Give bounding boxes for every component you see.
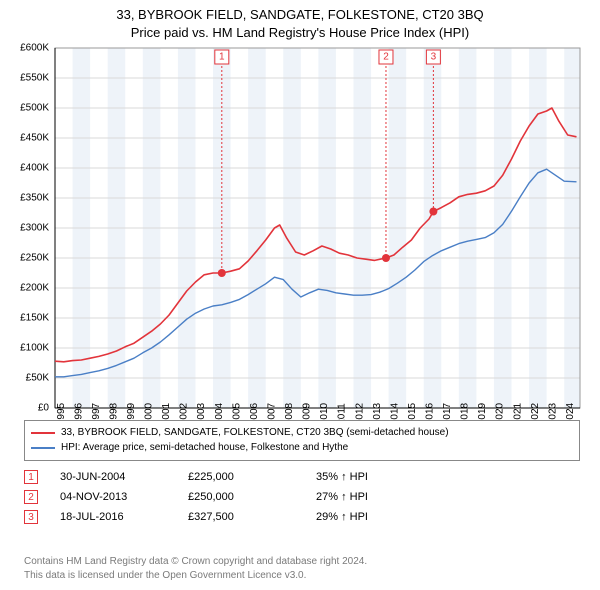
y-tick-label: £550K [20, 73, 49, 84]
sale-hpi-delta: 29% ↑ HPI [316, 507, 444, 527]
sale-price: £327,500 [188, 507, 316, 527]
sale-marker-icon: 3 [24, 510, 38, 524]
y-tick-label: £350K [20, 193, 49, 204]
legend-item: 33, BYBROOK FIELD, SANDGATE, FOLKESTONE,… [31, 425, 573, 440]
sale-marker-icon: 1 [24, 470, 38, 484]
legend-swatch [31, 432, 55, 434]
sale-marker-icon: 2 [24, 490, 38, 504]
sale-price: £250,000 [188, 487, 316, 507]
sale-date: 30-JUN-2004 [60, 467, 188, 487]
chart-container: 33, BYBROOK FIELD, SANDGATE, FOLKESTONE,… [0, 0, 600, 590]
y-tick-label: £300K [20, 223, 49, 234]
attribution-line: Contains HM Land Registry data © Crown c… [24, 555, 367, 569]
sale-date: 18-JUL-2016 [60, 507, 188, 527]
sales-table: 1 30-JUN-2004£225,00035% ↑ HPI 2 04-NOV-201… [24, 467, 444, 527]
sale-hpi-delta: 35% ↑ HPI [316, 467, 444, 487]
sale-row: 2 04-NOV-2013£250,00027% ↑ HPI [24, 487, 444, 507]
legend-swatch [31, 447, 55, 449]
price-chart: £0 £50K £100K £150K £200K £250K £300K £350K £400… [0, 0, 600, 430]
sale-marker: 2 [383, 52, 389, 63]
legend-item: HPI: Average price, semi-detached house,… [31, 440, 573, 455]
y-tick-label: £450K [20, 133, 49, 144]
sale-marker: 1 [219, 52, 225, 63]
legend: 33, BYBROOK FIELD, SANDGATE, FOLKESTONE,… [24, 420, 580, 461]
sale-price: £225,000 [188, 467, 316, 487]
legend-label: 33, BYBROOK FIELD, SANDGATE, FOLKESTONE,… [61, 425, 449, 440]
y-tick-label: £0 [38, 403, 50, 414]
sale-marker: 3 [431, 52, 437, 63]
y-tick-label: £150K [20, 313, 49, 324]
y-tick-label: £100K [20, 343, 49, 354]
sale-row: 3 18-JUL-2016£327,50029% ↑ HPI [24, 507, 444, 527]
sale-row: 1 30-JUN-2004£225,00035% ↑ HPI [24, 467, 444, 487]
y-tick-label: £200K [20, 283, 49, 294]
y-tick-label: £600K [20, 43, 49, 54]
y-tick-label: £500K [20, 103, 49, 114]
sale-hpi-delta: 27% ↑ HPI [316, 487, 444, 507]
legend-label: HPI: Average price, semi-detached house,… [61, 440, 348, 455]
sale-date: 04-NOV-2013 [60, 487, 188, 507]
y-tick-label: £50K [26, 373, 50, 384]
y-tick-label: £250K [20, 253, 49, 264]
attribution: Contains HM Land Registry data © Crown c… [24, 555, 367, 582]
y-tick-label: £400K [20, 163, 49, 174]
attribution-line: This data is licensed under the Open Gov… [24, 569, 367, 583]
